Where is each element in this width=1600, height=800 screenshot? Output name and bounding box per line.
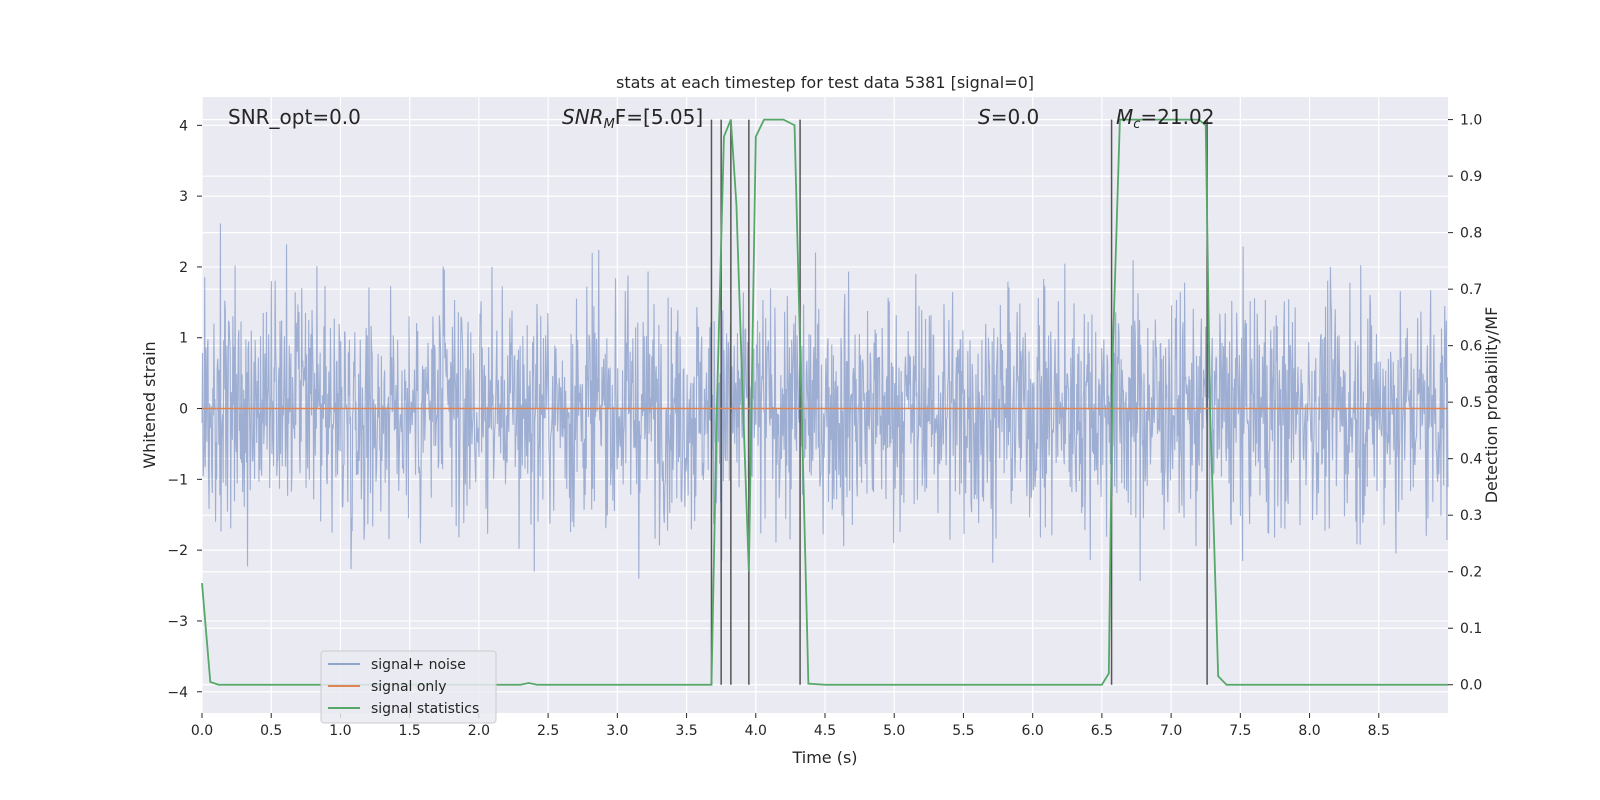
- x-tick-label: 4.5: [814, 723, 836, 739]
- annotation-snr-mf-sub: M: [604, 117, 615, 132]
- y-right-tick-label: 0.6: [1460, 339, 1482, 355]
- annotation-mc-base: M: [1116, 105, 1133, 129]
- annotation-snr-mf-rest: F=[5.05]: [615, 105, 703, 129]
- x-tick-label: 2.0: [468, 723, 490, 739]
- legend-label-noise: signal+ noise: [371, 657, 466, 673]
- y-tick-label: −2: [167, 543, 188, 559]
- annotation-mc: Mc=21.02: [1116, 105, 1214, 132]
- y-axis-label: Whitened strain: [140, 341, 159, 468]
- annotation-s-rest: =0.0: [991, 105, 1040, 129]
- x-tick-label: 1.5: [399, 723, 421, 739]
- y-tick-label: 0: [179, 402, 188, 418]
- y-right-tick-label: 0.9: [1460, 169, 1482, 185]
- y-tick-label: −4: [167, 685, 188, 701]
- signal-statistics-series: [201, 118, 1448, 686]
- x-tick-label: 7.0: [1160, 723, 1182, 739]
- legend-box: [320, 650, 497, 724]
- annotation-mc-rest: =21.02: [1140, 105, 1214, 129]
- y-right-tick-label: 0.5: [1460, 395, 1482, 411]
- x-tick-label: 3.5: [675, 723, 697, 739]
- legend-label-signal-only: signal only: [371, 679, 446, 695]
- signal-plus-noise-series: [201, 223, 1449, 582]
- x-tick-label: 5.5: [952, 723, 974, 739]
- annotation-s-base: S: [978, 105, 991, 129]
- y-axis-right-label: Detection probability/MF: [1482, 307, 1501, 504]
- annotation-mc-sub: c: [1133, 117, 1140, 132]
- x-tick-label: 8.5: [1368, 723, 1390, 739]
- legend: signal+ noise signal only signal statist…: [320, 650, 497, 724]
- y-tick-label: −1: [167, 472, 188, 488]
- y-tick-label: 1: [179, 331, 188, 347]
- x-tick-label: 6.0: [1022, 723, 1044, 739]
- x-tick-label: 1.0: [329, 723, 351, 739]
- ticks: 0.0 0.5 1.0 1.5 2.0 2.5 3.0 3.5 4.0 4.5 5.0 5.5 6.0 6…: [167, 113, 1482, 739]
- annotation-snr-opt: SNR_opt=0.0: [228, 105, 361, 129]
- y-right-tick-label: 0.0: [1460, 678, 1482, 694]
- x-tick-label: 8.0: [1298, 723, 1320, 739]
- annotation-s: S=0.0: [978, 105, 1039, 129]
- x-tick-label: 4.0: [745, 723, 767, 739]
- x-tick-label: 2.5: [537, 723, 559, 739]
- legend-label-statistics: signal statistics: [371, 701, 479, 717]
- y-right-tick-label: 0.7: [1460, 282, 1482, 298]
- y-right-tick-label: 0.2: [1460, 565, 1482, 581]
- x-tick-label: 0.5: [260, 723, 282, 739]
- y-right-tick-label: 0.1: [1460, 621, 1482, 637]
- signal-plus-noise-line: [201, 223, 1449, 582]
- x-tick-label: 7.5: [1229, 723, 1251, 739]
- signal-statistics-line: [201, 118, 1448, 686]
- y-right-tick-label: 1.0: [1460, 113, 1482, 129]
- x-tick-label: 6.5: [1091, 723, 1113, 739]
- y-tick-label: 4: [179, 118, 188, 134]
- annotation-snr-mf-base: SNR: [562, 105, 604, 129]
- y-right-tick-label: 0.3: [1460, 508, 1482, 524]
- x-axis-label: Time (s): [791, 748, 857, 767]
- y-right-tick-label: 0.4: [1460, 452, 1482, 468]
- y-tick-label: −3: [167, 614, 188, 630]
- y-tick-label: 2: [179, 260, 188, 276]
- y-right-tick-label: 0.8: [1460, 226, 1482, 242]
- y-tick-label: 3: [179, 189, 188, 205]
- x-tick-label: 0.0: [191, 723, 213, 739]
- annotation-snr-mf: SNRMF=[5.05]: [562, 105, 703, 132]
- x-tick-label: 5.0: [883, 723, 905, 739]
- chart-title: stats at each timestep for test data 538…: [616, 73, 1034, 92]
- x-tick-label: 3.0: [606, 723, 628, 739]
